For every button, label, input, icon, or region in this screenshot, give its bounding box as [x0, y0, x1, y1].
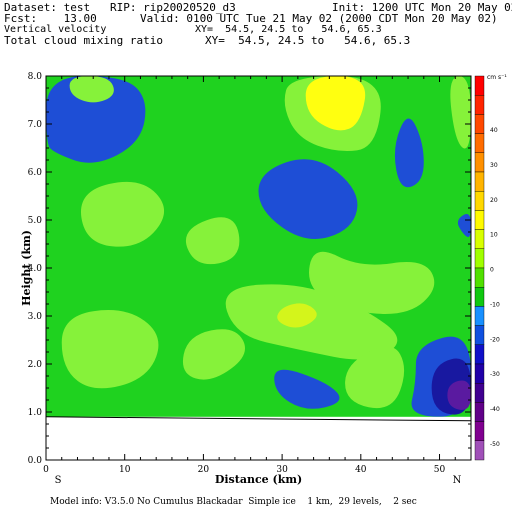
field-region-light_green	[61, 310, 159, 389]
field-region-blue	[258, 159, 358, 239]
colorbar-label: -20	[490, 336, 500, 343]
colorbar-swatch	[474, 267, 485, 288]
field-region-light_green	[345, 346, 405, 409]
x-tick-label: 40	[355, 465, 367, 475]
colorbar-swatch	[474, 229, 485, 250]
terrain-mask	[46, 416, 471, 460]
colorbar-label: 10	[490, 232, 498, 239]
colorbar-swatch	[474, 190, 485, 211]
x-end-label-right: N	[453, 475, 462, 486]
model-info: Model info: V3.5.0 No Cumulus Blackadar …	[50, 497, 417, 507]
field-region-light_green	[69, 76, 114, 103]
y-tick-label: 7.0	[28, 120, 43, 130]
x-tick-label: 30	[276, 465, 288, 475]
colorbar-swatch	[474, 421, 485, 442]
colorbar-swatch	[474, 402, 485, 422]
colorbar-swatch	[474, 171, 485, 192]
init-time: Init: 1200 UTC Mon 20 May 02	[332, 1, 512, 14]
colorbar-label: -50	[490, 441, 500, 448]
colorbar-swatch	[474, 248, 485, 269]
field1-name: Vertical velocity	[4, 24, 107, 35]
field-region-blue	[274, 369, 340, 409]
colorbar-swatch	[474, 383, 485, 403]
x-tick-label: 50	[434, 465, 446, 475]
terrain-line	[45, 416, 472, 422]
x-end-label-left: S	[55, 475, 62, 486]
field-region-yellow	[305, 76, 366, 131]
field-region-light_green	[309, 251, 435, 314]
colorbar-label: 20	[490, 197, 498, 204]
colorbar-swatch	[474, 440, 485, 461]
colorbar-swatch	[474, 133, 485, 154]
x-tick-label: 10	[119, 465, 131, 475]
y-tick-label: 5.0	[28, 216, 43, 226]
valid-time: Valid: 0100 UTC Tue 21 May 02 (2000 CDT …	[140, 12, 498, 25]
colorbar-swatch	[474, 210, 485, 230]
field-region-light_green	[182, 329, 246, 380]
field-region-light_green	[450, 76, 471, 149]
plot-area	[45, 76, 472, 460]
forecast-hour: Fcst: 13.00	[4, 12, 97, 25]
field2-name: Total cloud mixing ratio	[4, 34, 163, 47]
y-axis-label: Height (km)	[20, 230, 33, 306]
colorbar-swatch	[474, 363, 485, 384]
x-tick-label: 0	[43, 465, 49, 475]
field-region-light_green	[185, 217, 240, 265]
colorbar-swatch	[474, 152, 485, 173]
colorbar-label: -40	[490, 406, 500, 413]
field-regions	[46, 76, 471, 417]
axes: 0.0 1.0 2.0 3.0 4.0 5.0 6.0 7.0 8.0 0 10 20 30 40 50 S N…	[20, 72, 472, 486]
field-region-yellow_green	[277, 303, 317, 328]
colorbar-label: -10	[490, 301, 500, 308]
field-region-purple	[447, 380, 471, 410]
colorbar-swatch	[474, 75, 485, 96]
x-axis-label: Distance (km)	[215, 473, 302, 486]
field1-xy: XY= 54.5, 24.5 to 54.6, 65.3	[195, 24, 382, 35]
y-tick-label: 1.0	[28, 408, 43, 418]
colorbar: cm s⁻¹ 40 30 20 10 0 -10 -20 -30 -40 -50	[474, 74, 507, 461]
y-tick-label: 2.0	[28, 360, 43, 370]
colorbar-swatch	[474, 344, 485, 365]
y-tick-label: 4.0	[28, 264, 43, 274]
colorbar-swatch	[474, 325, 485, 346]
colorbar-label: 40	[490, 127, 498, 134]
colorbar-swatch	[474, 287, 485, 307]
colorbar-label: 30	[490, 162, 498, 169]
colorbar-swatch	[474, 114, 485, 134]
colorbar-swatch	[474, 94, 485, 115]
y-tick-label: 8.0	[28, 72, 43, 82]
colorbar-swatch	[474, 306, 485, 326]
y-tick-label: 6.0	[28, 168, 43, 178]
colorbar-unit: cm s⁻¹	[487, 74, 507, 81]
dataset-label: Dataset: test RIP: rip20020520_d3	[4, 1, 236, 14]
colorbar-label: -30	[490, 371, 500, 378]
field2-xy: XY= 54.5, 24.5 to 54.6, 65.3	[205, 34, 411, 47]
field-region-blue	[394, 118, 424, 188]
y-tick-label: 0.0	[28, 456, 43, 466]
field-region-light_green	[80, 181, 165, 247]
colorbar-label: 0	[490, 267, 494, 274]
field-region-blue	[46, 76, 146, 163]
x-tick-label: 20	[198, 465, 210, 475]
y-tick-label: 3.0	[28, 312, 43, 322]
